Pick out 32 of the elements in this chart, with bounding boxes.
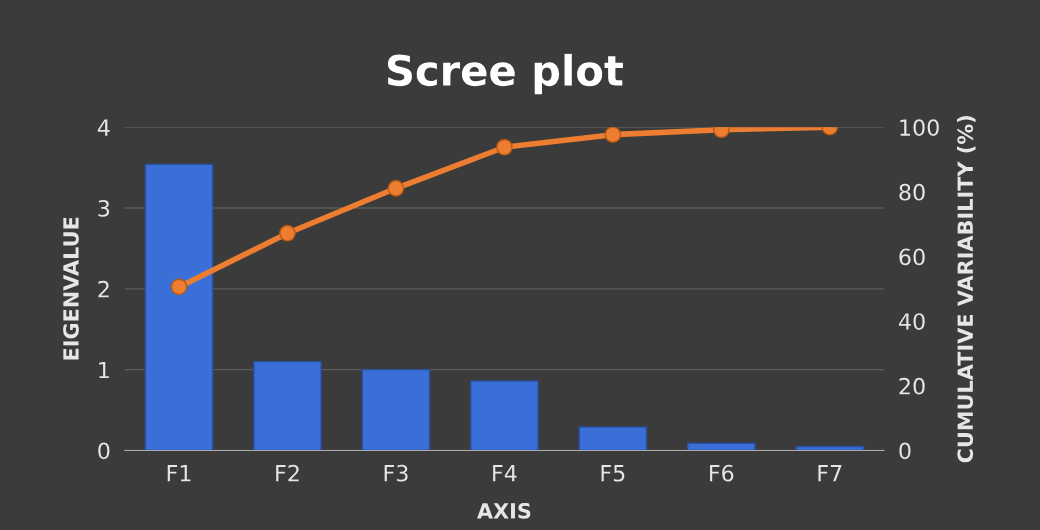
bar: [470, 380, 539, 451]
point: [170, 278, 188, 296]
y2-tick-label: 100: [900, 119, 939, 136]
chart-title: Scree plot: [387, 53, 623, 95]
y2-tick-label: 20: [899, 377, 925, 395]
y2-tick-label: 60: [899, 248, 925, 266]
x-axis-title: AXIS: [477, 502, 531, 519]
y2-axis-title: CUMULATIVE VARIABILITY (%): [957, 116, 976, 463]
y-tick-label: 4: [97, 119, 110, 136]
y-tick-label: 1: [99, 361, 109, 379]
x-tick-label: F7: [818, 465, 842, 482]
y-tick-label: 2: [98, 280, 109, 298]
point: [496, 138, 513, 156]
y2-tick-label: 80: [899, 183, 925, 201]
y2-tick-label: 40: [898, 313, 925, 330]
point: [279, 224, 296, 242]
bar: [253, 360, 322, 451]
x-tick-label: F6: [710, 464, 734, 482]
y-tick-label: 0: [98, 442, 110, 460]
y2-tick-label: 0: [899, 442, 911, 460]
bar: [144, 163, 214, 451]
y-axis-title: EIGENVALUE: [63, 217, 79, 360]
x-tick-label: F1: [167, 465, 191, 482]
point: [387, 179, 405, 197]
y-tick-label: 3: [98, 199, 110, 217]
bar: [361, 368, 431, 451]
x-tick-label: F5: [601, 465, 625, 482]
bar: [578, 426, 648, 451]
x-tick-label: F3: [384, 464, 408, 482]
point: [604, 127, 622, 143]
x-tick-label: F4: [493, 465, 517, 482]
x-tick-label: F2: [276, 464, 299, 482]
